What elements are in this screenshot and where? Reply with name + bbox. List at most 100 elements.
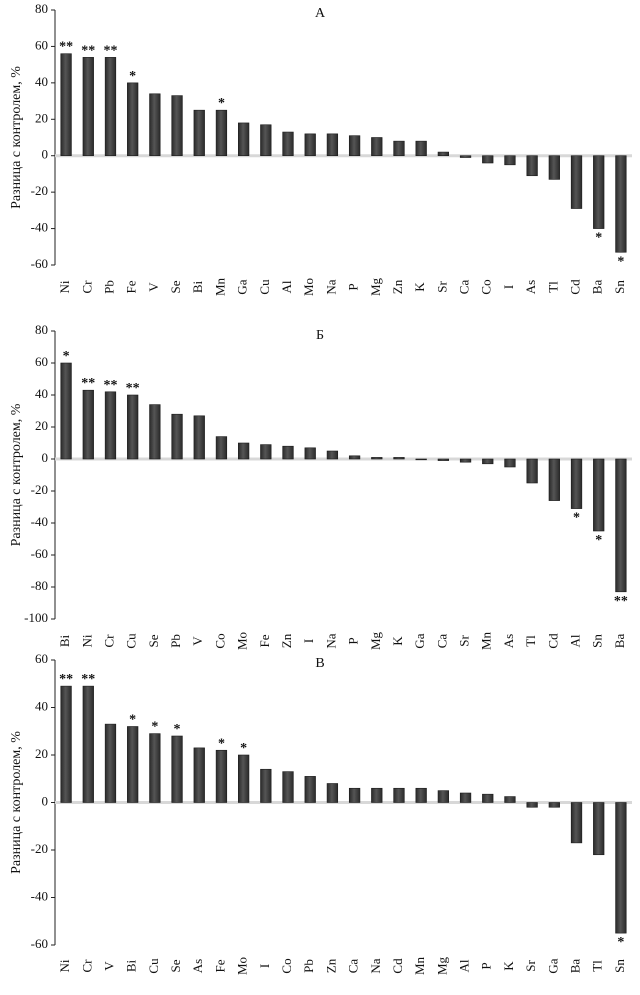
bar-Pb bbox=[171, 413, 183, 460]
significance-mark: ** bbox=[81, 43, 95, 58]
y-axis-label: Разница с контролем, % bbox=[9, 403, 24, 546]
bar-Bi bbox=[193, 109, 205, 157]
x-category-label: Na bbox=[323, 279, 338, 294]
chart-title: А bbox=[315, 6, 326, 21]
x-category-label: Mg bbox=[434, 956, 449, 975]
bar-Fe bbox=[215, 749, 228, 803]
x-category-label: As bbox=[501, 634, 516, 648]
bar-Se bbox=[149, 404, 161, 460]
y-tick-label: 0 bbox=[42, 793, 49, 808]
y-tick-label: 0 bbox=[42, 147, 49, 162]
bar-Al bbox=[570, 458, 583, 509]
x-category-label: Pb bbox=[301, 959, 316, 973]
x-category-label: Ni bbox=[57, 280, 72, 293]
y-axis-label: Разница с контролем, % bbox=[9, 731, 24, 874]
bar-Cd bbox=[548, 458, 560, 501]
x-category-label: Se bbox=[146, 634, 161, 647]
x-category-label: Sn bbox=[612, 959, 627, 973]
x-category-label: Ba bbox=[612, 634, 627, 649]
bar-Mo bbox=[238, 754, 250, 803]
x-category-label: Mn bbox=[479, 631, 494, 650]
bar-Na bbox=[326, 450, 339, 460]
bar-Na bbox=[371, 787, 383, 803]
x-category-label: Al bbox=[279, 280, 294, 293]
x-category-label: Co bbox=[279, 958, 294, 973]
chart-panel-3: В -60 -40 -20 0 20 40 60 Разница с контролем, % N… bbox=[9, 651, 632, 975]
significance-mark: ** bbox=[614, 594, 628, 609]
bar-Zn bbox=[326, 783, 339, 803]
x-category-label: Cd bbox=[568, 279, 583, 295]
bar-P bbox=[348, 455, 361, 460]
bar-Na bbox=[326, 133, 339, 157]
x-category-label: Tl bbox=[590, 960, 605, 972]
bar-Sn bbox=[615, 155, 627, 253]
x-category-label: Cd bbox=[390, 958, 405, 974]
x-category-label: Cr bbox=[101, 634, 116, 648]
x-category-label: Tl bbox=[523, 635, 538, 647]
x-category-label: Cu bbox=[124, 633, 139, 649]
y-tick-label: -100 bbox=[24, 610, 48, 625]
x-category-label: Cu bbox=[257, 279, 272, 295]
bar-Ba bbox=[593, 155, 605, 229]
x-category-label: Tl bbox=[545, 281, 560, 293]
x-category-label: Mg bbox=[368, 277, 383, 296]
bar-Mg bbox=[371, 457, 383, 460]
bar-Cd bbox=[570, 155, 583, 209]
bar-Zn bbox=[393, 140, 405, 157]
bar-Cu bbox=[127, 394, 139, 460]
x-category-label: Fe bbox=[257, 634, 272, 647]
x-category-label: I bbox=[301, 639, 316, 643]
bar-Mo bbox=[304, 133, 316, 157]
bar-Mn bbox=[482, 458, 494, 465]
x-category-label: Pb bbox=[168, 634, 183, 648]
bar-Sn bbox=[593, 458, 605, 532]
x-category-label: V bbox=[146, 282, 161, 292]
bar-Cu bbox=[149, 733, 161, 803]
bar-Ga bbox=[548, 802, 560, 808]
x-category-label: Mg bbox=[368, 631, 383, 650]
bar-Ni bbox=[82, 389, 94, 460]
significance-mark: * bbox=[240, 741, 247, 756]
significance-mark: ** bbox=[103, 43, 117, 58]
x-category-label: Ca bbox=[457, 280, 472, 295]
bar-Fe bbox=[260, 444, 272, 460]
x-category-label: Cd bbox=[545, 633, 560, 649]
significance-mark: * bbox=[595, 231, 602, 246]
x-category-label: Se bbox=[168, 959, 183, 972]
y-tick-label: 40 bbox=[35, 698, 48, 713]
x-category-label: Bi bbox=[190, 280, 205, 293]
chart-panel-1: А -60 -40 -20 0 20 40 60 80 Разница с контролем, … bbox=[9, 1, 632, 296]
x-category-label: Zn bbox=[390, 279, 405, 294]
y-tick-label: -60 bbox=[31, 546, 48, 561]
bar-Zn bbox=[282, 445, 294, 460]
bar-P bbox=[348, 135, 361, 157]
y-tick-label: -20 bbox=[31, 841, 48, 856]
bar-V bbox=[193, 415, 205, 460]
significance-mark: * bbox=[573, 511, 580, 526]
x-category-label: Zn bbox=[323, 958, 338, 973]
x-category-label: P bbox=[346, 637, 361, 644]
x-category-label: Ga bbox=[545, 958, 560, 973]
y-tick-label: -60 bbox=[31, 256, 48, 271]
y-tick-label: 80 bbox=[35, 1, 48, 16]
bar-I bbox=[504, 155, 516, 166]
bar-Mn bbox=[415, 787, 427, 803]
significance-mark: * bbox=[174, 722, 181, 737]
bar-Ca bbox=[459, 155, 472, 158]
x-category-label: As bbox=[190, 959, 205, 973]
x-category-label: Ni bbox=[79, 634, 94, 647]
bar-Ca bbox=[348, 787, 361, 803]
x-category-label: Ba bbox=[590, 280, 605, 295]
chart-title: Б bbox=[316, 328, 324, 343]
y-axis-label: Разница с контролем, % bbox=[9, 66, 24, 209]
y-tick-label: 40 bbox=[35, 74, 48, 89]
bar-V bbox=[149, 93, 161, 157]
x-category-label: V bbox=[190, 636, 205, 646]
x-category-label: Na bbox=[368, 958, 383, 973]
x-category-label: Na bbox=[323, 633, 338, 648]
bar-Sr bbox=[459, 458, 472, 463]
y-tick-label: 20 bbox=[35, 110, 48, 125]
bar-As bbox=[526, 155, 538, 177]
significance-mark: ** bbox=[59, 40, 73, 55]
y-tick-label: 20 bbox=[35, 746, 48, 761]
